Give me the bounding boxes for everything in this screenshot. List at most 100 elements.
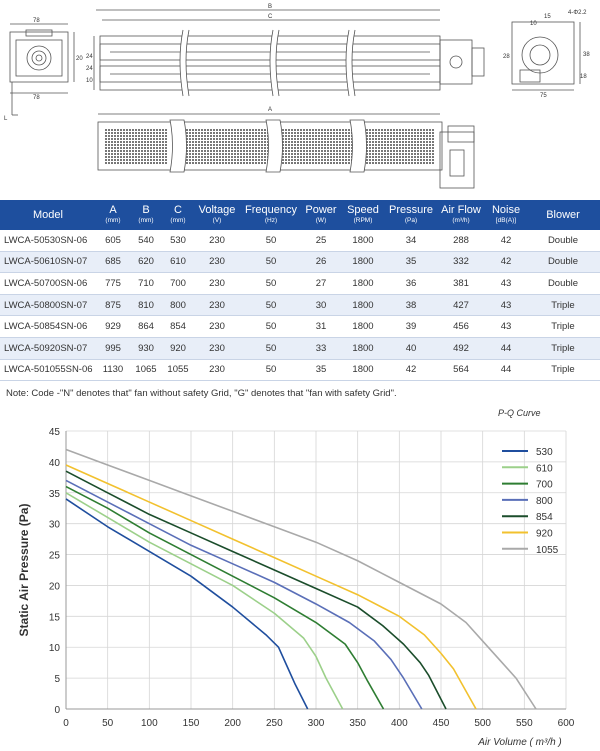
x-tick-label: 500 — [474, 718, 491, 729]
legend-label: 610 — [536, 463, 553, 474]
dim-top-c: C — [268, 14, 273, 20]
model-cell: LWCA-50530SN-06 — [0, 230, 96, 252]
table-cell: 38 — [386, 294, 436, 317]
x-tick-label: 400 — [391, 718, 408, 729]
table-cell: 25 — [302, 230, 340, 252]
table-cell: 35 — [386, 251, 436, 274]
table-cell: Double — [526, 272, 600, 295]
table-cell: 43 — [486, 294, 526, 317]
x-tick-label: 600 — [558, 718, 575, 729]
table-cell: 230 — [194, 337, 240, 360]
column-header-label: Air Flow — [441, 204, 481, 216]
table-cell: 700 — [162, 272, 194, 295]
table-cell: 43 — [486, 272, 526, 295]
table-cell: 230 — [194, 230, 240, 252]
dim-side-78-top: 78 — [33, 18, 40, 24]
table-cell: 930 — [130, 337, 162, 360]
column-header-label: B — [142, 204, 150, 216]
table-cell: 920 — [162, 337, 194, 360]
column-header-unit: (m³/h) — [452, 217, 470, 224]
table-cell: 230 — [194, 315, 240, 338]
table-row: LWCA-50610SN-07 685 620 610 230 50 26 1800 35 332… — [0, 251, 600, 274]
table-cell: 800 — [162, 294, 194, 317]
model-cell: LWCA-50610SN-07 — [0, 251, 96, 274]
column-header-label: Power — [305, 204, 337, 216]
table-cell: 530 — [162, 230, 194, 252]
x-axis-label: Air Volume ( m³/h ) — [477, 737, 562, 748]
table-row: LWCA-50530SN-06 605 540 530 230 50 25 1800 34 288… — [0, 230, 600, 252]
table-cell: 875 — [96, 294, 130, 317]
legend-label: 1055 — [536, 545, 559, 556]
x-tick-label: 50 — [102, 718, 114, 729]
dim-side-20: 20 — [76, 56, 83, 62]
column-header: Air Flow (m³/h) — [436, 200, 486, 230]
table-cell: 42 — [486, 251, 526, 274]
table-cell: 1800 — [340, 230, 386, 252]
column-header: Noise [dB(A)] — [486, 200, 526, 230]
dim-end-18: 18 — [580, 74, 587, 80]
table-row: LWCA-50920SN-07 995 930 920 230 50 33 1800 40 492… — [0, 337, 600, 360]
table-cell: Double — [526, 251, 600, 274]
column-header-unit: (Hz) — [264, 217, 278, 224]
table-cell: 540 — [130, 230, 162, 252]
series-line-610 — [65, 492, 344, 710]
table-cell: 1800 — [340, 294, 386, 317]
series-line-1055 — [65, 448, 537, 710]
x-tick-label: 250 — [266, 718, 283, 729]
model-cell: LWCA-50920SN-07 — [0, 337, 96, 360]
column-header: Voltage (V) — [194, 200, 240, 230]
legend-label: 920 — [536, 529, 553, 540]
side-view-drawing — [9, 23, 75, 116]
y-axis-label: Static Air Pressure (Pa) — [17, 504, 31, 637]
legend-label: 854 — [536, 512, 553, 523]
series-line-854 — [65, 470, 447, 710]
series-line-530 — [65, 498, 309, 710]
table-cell: 50 — [240, 337, 302, 360]
spec-table-header: Model A (mm) B (mm) C (mm) Voltage (V) Frequency(… — [0, 200, 600, 230]
column-header-label: Blower — [546, 208, 580, 221]
legend-label: 530 — [536, 447, 553, 458]
y-tick-label: 30 — [49, 520, 61, 531]
table-cell: 564 — [436, 359, 486, 382]
dim-side-24: 24 — [86, 54, 93, 60]
chart-title: P-Q Curve — [498, 408, 541, 418]
table-row: LWCA-501055SN-06 1130 1065 1055 230 50 35 1800 4… — [0, 359, 600, 382]
column-header-unit: (mm) — [170, 217, 186, 224]
y-tick-label: 45 — [49, 427, 61, 438]
x-tick-label: 150 — [183, 718, 200, 729]
column-header-label: C — [174, 204, 182, 216]
model-cell: LWCA-50700SN-06 — [0, 272, 96, 295]
top-view-drawing — [93, 9, 485, 91]
dimension-drawings: 78 78 20 L B C 24 10 24 A 4-Φ2.2 15 10 2… — [4, 4, 590, 189]
end-view-drawing — [511, 21, 581, 91]
column-header-unit: (W) — [315, 217, 327, 224]
table-cell: 50 — [240, 359, 302, 382]
column-header-label: Pressure — [388, 204, 434, 216]
table-cell: 230 — [194, 251, 240, 274]
table-cell: 1055 — [162, 359, 194, 382]
dim-end-phi: 4-Φ2.2 — [568, 10, 587, 16]
dim-side-l: L — [4, 116, 8, 122]
model-cell: LWCA-501055SN-06 — [0, 359, 96, 382]
table-cell: 332 — [436, 251, 486, 274]
column-header-label: Speed — [347, 204, 379, 216]
series-line-920 — [65, 464, 477, 710]
table-cell: 230 — [194, 272, 240, 295]
column-header-unit: [dB(A)] — [495, 217, 517, 224]
column-header: Speed (RPM) — [340, 200, 386, 230]
y-tick-label: 10 — [49, 643, 61, 654]
dim-top-b: B — [268, 4, 272, 10]
table-cell: Double — [526, 230, 600, 252]
column-header: A (mm) — [96, 200, 130, 230]
table-cell: 492 — [436, 337, 486, 360]
safety-grid-note: Note: Code -"N" denotes that" fan withou… — [6, 388, 397, 399]
column-header-unit: (V) — [212, 217, 222, 224]
table-cell: 1065 — [130, 359, 162, 382]
column-header: B (mm) — [130, 200, 162, 230]
x-tick-label: 350 — [349, 718, 366, 729]
table-cell: Triple — [526, 337, 600, 360]
legend-label: 700 — [536, 480, 553, 491]
x-tick-label: 100 — [141, 718, 158, 729]
x-tick-label: 300 — [308, 718, 325, 729]
table-cell: 26 — [302, 251, 340, 274]
